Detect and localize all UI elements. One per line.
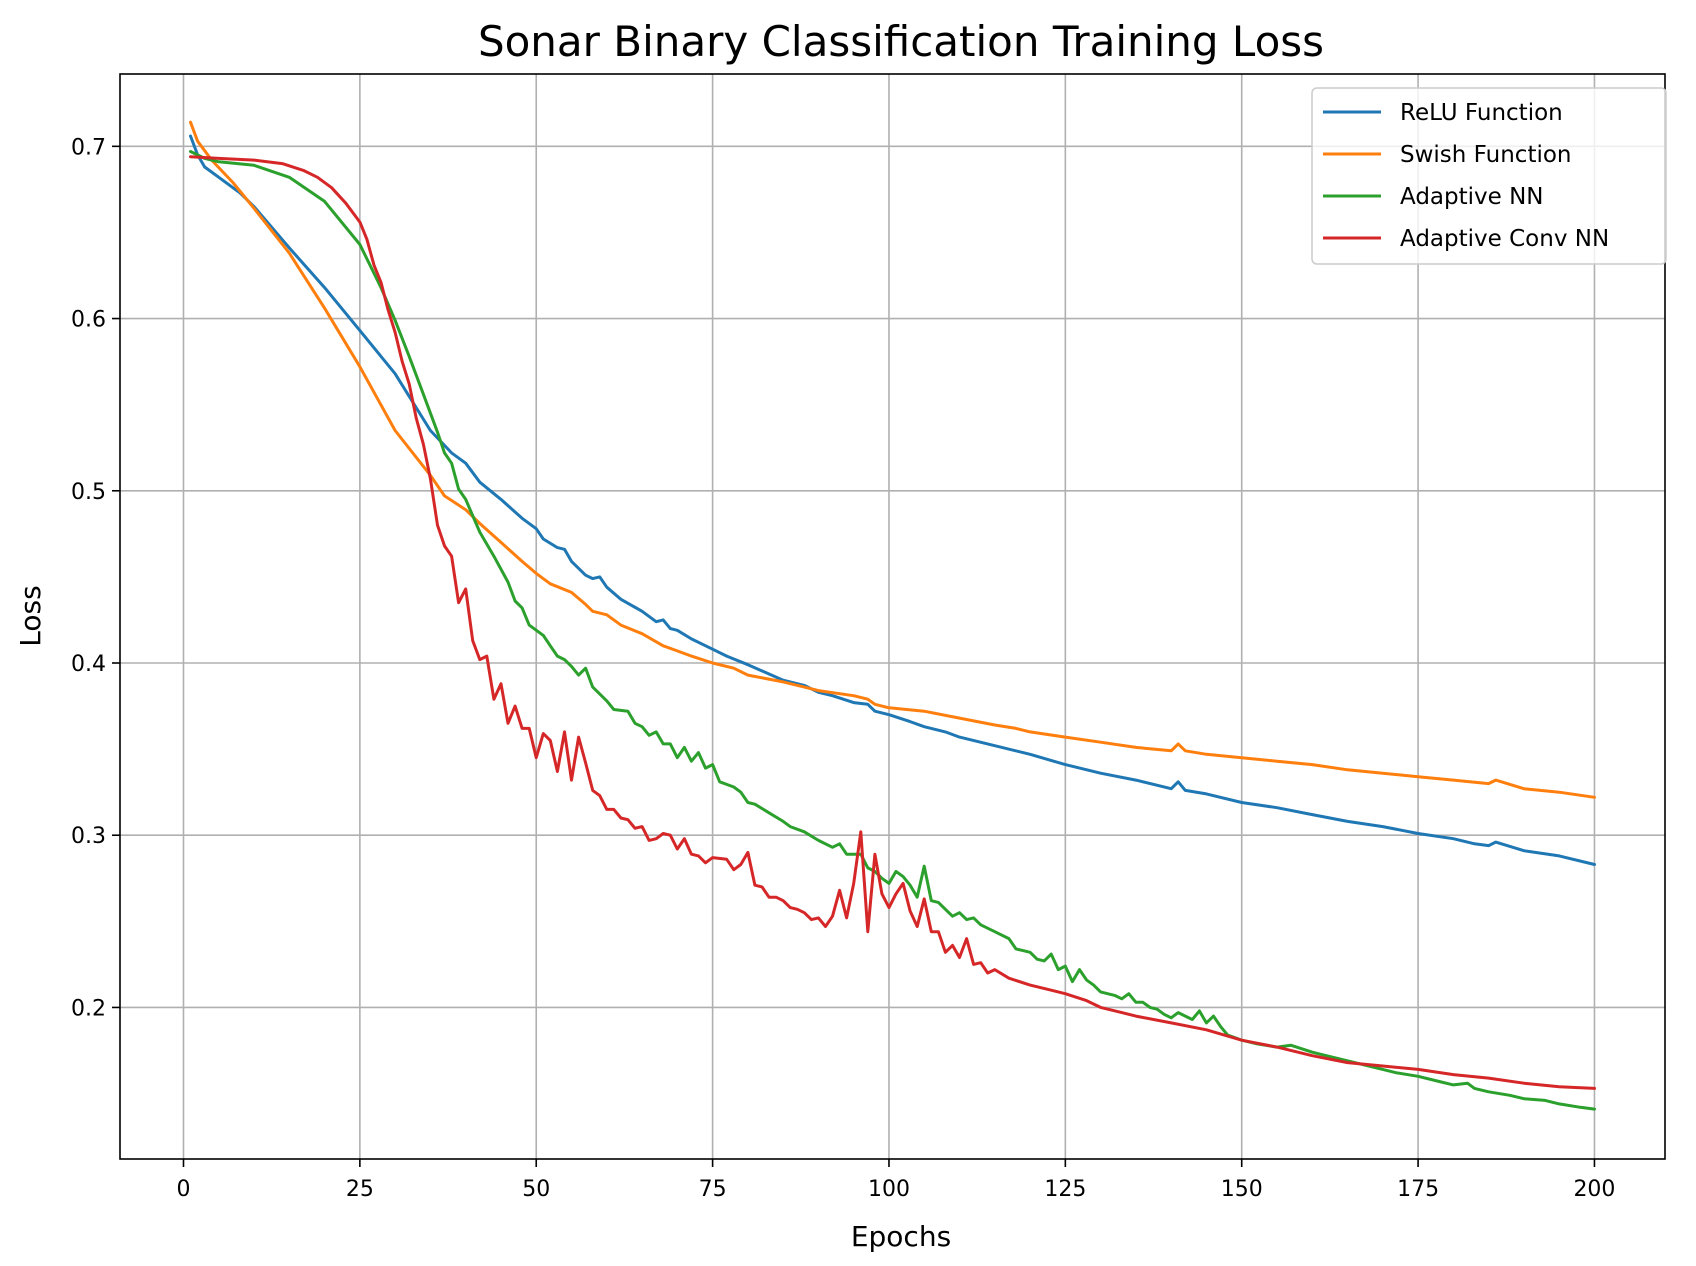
x-axis-label: Epochs <box>851 1220 951 1253</box>
legend-label: Swish Function <box>1400 142 1572 168</box>
x-tick-label: 150 <box>1221 1177 1263 1202</box>
x-tick-label: 100 <box>868 1177 910 1202</box>
legend-item-adaptive-nn: Adaptive NN <box>1323 184 1544 210</box>
y-axis-label: Loss <box>14 585 47 646</box>
series-line-relu-function <box>189 134 1596 866</box>
tick-layer: 0 25 50 75 100 125 150 175 200 0.2 0.3 0.4 0.5 0.6 0.7 <box>71 135 1615 1202</box>
x-tick-label: 175 <box>1397 1177 1439 1202</box>
series-line-adaptive-conv-nn <box>189 155 1596 1090</box>
y-tick-label: 0.3 <box>71 824 106 849</box>
y-tick-label: 0.4 <box>71 652 106 677</box>
series-line-swish-function <box>189 120 1596 799</box>
y-tick-label: 0.5 <box>71 480 106 505</box>
chart-title: Sonar Binary Classification Training Los… <box>478 17 1324 66</box>
legend-label: Adaptive Conv NN <box>1400 226 1609 252</box>
x-tick-label: 25 <box>346 1177 374 1202</box>
plot-frame <box>119 73 1666 1160</box>
x-tick-label: 50 <box>522 1177 550 1202</box>
x-tick-label: 125 <box>1044 1177 1086 1202</box>
legend-item-adaptive-conv-nn: Adaptive Conv NN <box>1323 226 1609 252</box>
legend-item-relu-function: ReLU Function <box>1323 100 1563 126</box>
x-tick-label: 0 <box>176 1177 190 1202</box>
y-tick-label: 0.2 <box>71 996 106 1021</box>
y-tick-label: 0.7 <box>71 135 106 160</box>
x-tick-label: 75 <box>699 1177 727 1202</box>
legend-label: ReLU Function <box>1400 100 1563 126</box>
y-tick-label: 0.6 <box>71 308 106 333</box>
series-layer <box>189 120 1596 1111</box>
legend-item-swish-function: Swish Function <box>1323 142 1572 168</box>
legend-box <box>1311 87 1667 265</box>
legend: ReLU Function Swish Function Adaptive NN Ad… <box>1311 87 1667 265</box>
x-tick-label: 200 <box>1573 1177 1615 1202</box>
legend-label: Adaptive NN <box>1400 184 1544 210</box>
